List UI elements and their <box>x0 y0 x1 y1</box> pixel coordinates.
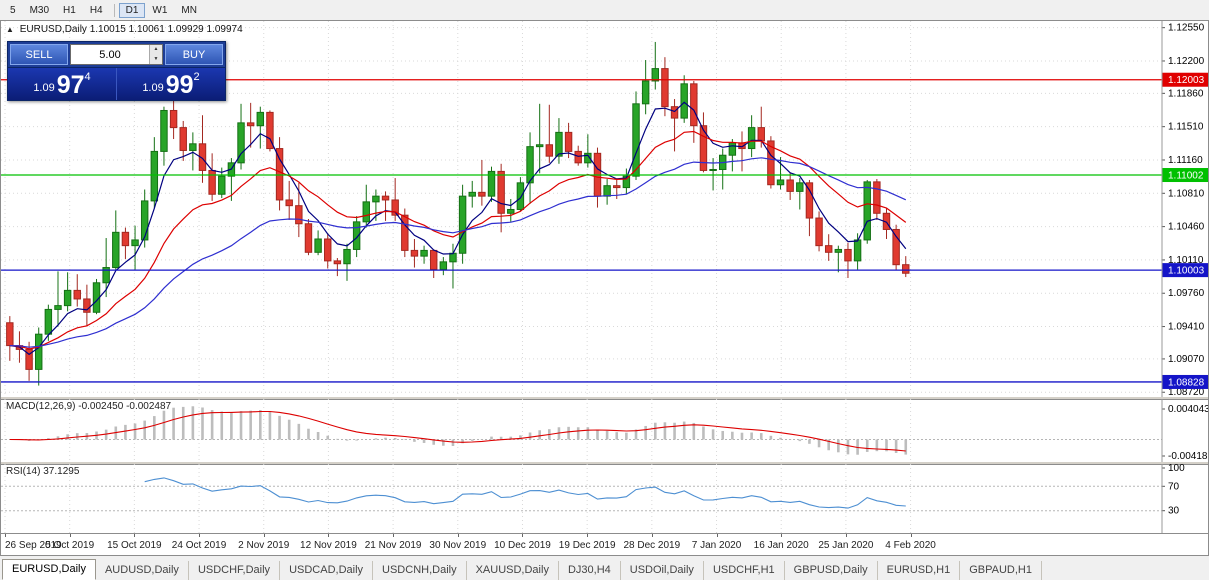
candlestick-chart[interactable]: 1.12550 1.12200 1.11860 1.11510 1.11160 1.108… <box>1 21 1208 397</box>
svg-text:1.08720: 1.08720 <box>1168 387 1205 397</box>
date-tick <box>781 534 783 537</box>
volume-input[interactable]: 5.00 <box>99 48 121 61</box>
svg-text:1.09410: 1.09410 <box>1168 322 1205 333</box>
chart-tab-usdcad-daily[interactable]: USDCAD,Daily <box>280 561 374 580</box>
macd-label: MACD(12,26,9) -0.002450 -0.002487 <box>6 401 172 412</box>
timeframe-button-H4[interactable]: H4 <box>89 4 103 16</box>
chart-tab-usdchf-daily[interactable]: USDCHF,Daily <box>189 561 281 580</box>
chart-tab-usdcnh-daily[interactable]: USDCNH,Daily <box>373 561 467 580</box>
svg-text:70: 70 <box>1168 481 1180 492</box>
chart-window: 1.12550 1.12200 1.11860 1.11510 1.11160 1.108… <box>0 20 1209 556</box>
timeframe-button-D1[interactable]: D1 <box>118 2 146 18</box>
macd-panel[interactable]: 0.004043 -0.004187 MACD(12,26,9) -0.00245… <box>1 397 1208 462</box>
chart-tabbar: EURUSD,Daily AUDUSD,Daily USDCHF,Daily USDC… <box>0 556 1209 580</box>
date-tick <box>651 534 653 537</box>
svg-text:1.11510: 1.11510 <box>1168 122 1204 133</box>
volume-box: 5.00 ▲ ▼ <box>70 44 163 65</box>
date-tick <box>457 534 459 537</box>
volume-down-icon[interactable]: ▼ <box>150 54 162 64</box>
timeframe-button-M30[interactable]: M30 <box>29 4 50 16</box>
date-tick <box>845 534 847 537</box>
chart-tab-eurusd-h1[interactable]: EURUSD,H1 <box>878 561 961 580</box>
svg-text:1.12003: 1.12003 <box>1168 75 1205 86</box>
date-label: 16 Jan 2020 <box>753 540 809 551</box>
date-tick <box>5 534 6 537</box>
svg-text:0.004043: 0.004043 <box>1168 404 1208 415</box>
date-axis[interactable]: 26 Sep 2019 5 Oct 2019 15 Oct 2019 24 Oct 2… <box>1 533 1208 555</box>
date-tick <box>263 534 265 537</box>
svg-text:1.10003: 1.10003 <box>1168 266 1205 277</box>
rsi-panel[interactable]: 100 70 30 RSI(14) 37.1295 <box>1 462 1208 533</box>
rsi-label: RSI(14) 37.1295 <box>6 466 80 477</box>
timeframe-button-MN[interactable]: MN <box>181 4 197 16</box>
main-chart[interactable]: 1.12550 1.12200 1.11860 1.11510 1.11160 1.108… <box>1 21 1208 397</box>
date-tick <box>393 534 395 537</box>
chart-tab-dj30-h4[interactable]: DJ30,H4 <box>559 561 621 580</box>
date-label: 30 Nov 2019 <box>429 540 487 551</box>
svg-text:1.09070: 1.09070 <box>1168 354 1205 365</box>
sell-button[interactable]: SELL <box>10 44 68 65</box>
svg-text:1.08828: 1.08828 <box>1168 377 1205 388</box>
one-click-toggle-icon[interactable]: ▲ <box>6 25 14 34</box>
svg-text:30: 30 <box>1168 506 1180 517</box>
timeframe-toolbar: 5 M30 H1 H4 D1 W1 MN <box>0 0 1209 20</box>
chart-tab-audusd-daily[interactable]: AUDUSD,Daily <box>96 561 189 580</box>
ask-price: 1.09 99 2 <box>142 71 200 99</box>
chart-tab-xauusd-daily[interactable]: XAUUSD,Daily <box>467 561 559 580</box>
chart-tab-gbpaud-h1[interactable]: GBPAUD,H1 <box>960 561 1042 580</box>
toolbar-separator <box>113 3 115 17</box>
date-label: 25 Jan 2020 <box>818 540 874 551</box>
chart-tab-gbpusd-daily[interactable]: GBPUSD,Daily <box>785 561 878 580</box>
chart-title: ▲ EURUSD,Daily 1.10015 1.10061 1.09929 1… <box>6 24 243 35</box>
svg-text:1.10110: 1.10110 <box>1168 255 1204 266</box>
volume-up-icon[interactable]: ▲ <box>150 45 162 55</box>
date-label: 5 Oct 2019 <box>45 540 95 551</box>
one-click-trading-panel: SELL 5.00 ▲ ▼ BUY 1.09 97 4 <box>7 41 226 101</box>
svg-text:1.10810: 1.10810 <box>1168 188 1205 199</box>
date-label: 4 Feb 2020 <box>885 540 936 551</box>
chart-tab-usdoil-daily[interactable]: USDOil,Daily <box>621 561 704 580</box>
date-label: 24 Oct 2019 <box>171 540 227 551</box>
svg-text:100: 100 <box>1168 464 1185 474</box>
date-label: 12 Nov 2019 <box>300 540 357 551</box>
date-tick <box>587 534 589 537</box>
symbol-label: EURUSD,Daily <box>19 24 87 35</box>
chart-tab-usdchf-h1[interactable]: USDCHF,H1 <box>704 561 785 580</box>
svg-text:1.09760: 1.09760 <box>1168 288 1205 299</box>
ohlc-values: 1.10015 1.10061 1.09929 1.09974 <box>89 24 243 35</box>
date-label: 19 Dec 2019 <box>558 540 616 551</box>
svg-text:1.10460: 1.10460 <box>1168 222 1205 233</box>
svg-text:1.11860: 1.11860 <box>1168 88 1204 99</box>
date-tick <box>69 534 71 537</box>
date-label: 15 Oct 2019 <box>107 540 162 551</box>
timeframe-button-W1[interactable]: W1 <box>152 4 168 16</box>
date-label: 26 Sep 2019 <box>5 540 62 551</box>
date-label: 21 Nov 2019 <box>364 540 422 551</box>
date-label: 7 Jan 2020 <box>691 540 742 551</box>
date-tick <box>910 534 912 537</box>
svg-text:1.12200: 1.12200 <box>1168 56 1205 67</box>
svg-text:1.11002: 1.11002 <box>1168 171 1204 182</box>
date-tick <box>716 534 718 537</box>
date-tick <box>522 534 524 537</box>
date-label: 28 Dec 2019 <box>623 540 681 551</box>
date-tick <box>134 534 136 537</box>
date-tick <box>328 534 330 537</box>
svg-text:1.11160: 1.11160 <box>1168 155 1203 166</box>
svg-text:-0.004187: -0.004187 <box>1168 451 1208 462</box>
svg-text:1.12550: 1.12550 <box>1168 23 1205 34</box>
panel-divider <box>116 68 117 100</box>
date-label: 10 Dec 2019 <box>494 540 551 551</box>
chart-tab-eurusd-daily[interactable]: EURUSD,Daily <box>2 559 96 580</box>
timeframe-button-5[interactable]: 5 <box>10 4 16 16</box>
rsi-chart[interactable]: 100 70 30 <box>1 464 1208 533</box>
bid-price: 1.09 97 4 <box>33 71 91 99</box>
macd-chart[interactable]: 0.004043 -0.004187 <box>1 399 1208 462</box>
buy-button[interactable]: BUY <box>165 44 223 65</box>
volume-spinner: ▲ ▼ <box>149 45 162 64</box>
date-tick <box>199 534 201 537</box>
timeframe-button-H1[interactable]: H1 <box>63 4 76 16</box>
date-label: 2 Nov 2019 <box>238 540 290 551</box>
